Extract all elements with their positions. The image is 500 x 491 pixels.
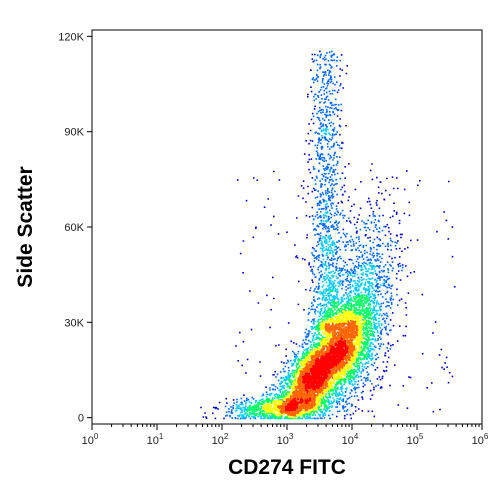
x-tick-label: 105	[407, 432, 424, 447]
y-tick-label: 30K	[64, 317, 84, 329]
x-axis-ticks: 100 101 102 103 104 105 106	[82, 424, 489, 447]
y-axis-ticks: 0 30K 60K 90K 120K	[58, 31, 92, 425]
x-tick-label: 104	[342, 432, 359, 447]
x-tick-label: 101	[147, 432, 164, 447]
x-tick-label: 103	[277, 432, 294, 447]
x-tick-label: 100	[82, 432, 99, 447]
plot-frame	[91, 29, 483, 425]
y-tick-label: 90K	[64, 127, 84, 139]
y-axis-title: Side Scatter	[14, 166, 37, 287]
x-tick-label: 106	[472, 432, 489, 447]
scatter-points	[200, 50, 456, 420]
x-tick-label: 102	[212, 432, 229, 447]
y-tick-label: 60K	[64, 222, 84, 234]
y-tick-label: 0	[78, 413, 84, 425]
density-points-level-5	[277, 320, 359, 417]
density-points-level-6	[284, 337, 349, 412]
density-points-level-3	[245, 290, 374, 420]
x-axis-title: CD274 FITC	[228, 456, 346, 479]
y-tick-label: 120K	[58, 31, 84, 43]
